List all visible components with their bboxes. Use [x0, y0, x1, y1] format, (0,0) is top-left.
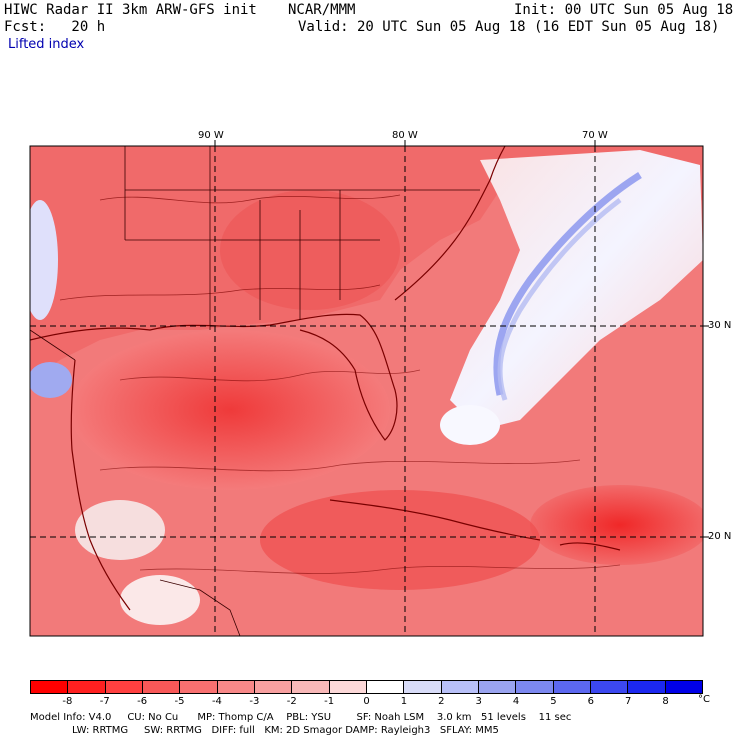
caribbean-warm-core — [530, 485, 703, 565]
colorbar-swatch — [366, 681, 405, 693]
lat-label-20n: 20 N — [708, 531, 732, 542]
model-title: HIWC Radar II 3km ARW-GFS init — [4, 2, 257, 18]
lat-label-30n: 30 N — [708, 320, 732, 331]
caribbean-warm-core-2 — [260, 490, 540, 590]
colorbar-swatch — [590, 681, 629, 693]
atlantic-blue-band-2 — [497, 198, 622, 401]
colorbar-swatch — [254, 681, 293, 693]
colorbar-tick-label: -4 — [211, 696, 222, 707]
forecast-hour: Fcst: 20 h — [4, 19, 106, 35]
center-label: NCAR/MMM — [288, 2, 356, 18]
colorbar-tick-label: -5 — [174, 696, 185, 707]
colorbar-swatch — [180, 681, 218, 693]
colorbar-swatch — [628, 681, 666, 693]
texas-stable-patch — [30, 362, 72, 398]
colorbar-swatch — [478, 681, 517, 693]
colorbar-tick-label: 6 — [587, 696, 595, 707]
field-name: Lifted index — [8, 37, 85, 52]
mexico-stable-patch — [75, 500, 165, 560]
colorbar — [30, 680, 703, 694]
colorbar-swatch — [68, 681, 106, 693]
valid-time: Valid: 20 UTC Sun 05 Aug 18 (16 EDT Sun … — [298, 19, 720, 35]
lon-label-70w: 70 W — [582, 130, 608, 141]
map-frame — [29, 145, 704, 637]
colorbar-swatch — [516, 681, 554, 693]
colorbar-tick-label: 1 — [400, 696, 408, 707]
colorbar-tick-label: 5 — [550, 696, 557, 707]
contour-lines-4 — [99, 459, 581, 472]
colorbar-swatch — [105, 681, 143, 693]
colorbar-tick-label: -1 — [324, 696, 335, 707]
coastline-hispaniola — [559, 542, 621, 551]
colorbar-tick-label: 4 — [512, 696, 520, 707]
model-info-line-2: LW: RRTMG SW: RRTMG DIFF: full KM: 2D Sm… — [72, 725, 499, 736]
colorbar-tick-label: 3 — [475, 696, 482, 707]
mexico-border — [30, 329, 76, 361]
model-info-line-1: Model Info: V4.0 CU: No Cu MP: Thomp C/A… — [30, 712, 572, 723]
yucatan-stable — [120, 575, 200, 625]
gulf-warm-core — [70, 330, 390, 490]
contour-lines-1 — [99, 194, 401, 204]
colorbar-tick-label: -8 — [62, 696, 73, 707]
state-borders — [124, 146, 480, 330]
colorbar-swatch — [217, 681, 255, 693]
colorbar-swatch — [404, 681, 442, 693]
coastline-east — [394, 146, 506, 301]
init-time: Init: 00 UTC Sun 05 Aug 18 — [514, 2, 734, 18]
contour-lines-3 — [119, 369, 421, 382]
atlantic-stable-zone — [450, 150, 703, 430]
colorbar-tick-label: -3 — [249, 696, 260, 707]
colorbar-swatch — [142, 681, 181, 693]
colorbar-tick-label: 0 — [363, 696, 370, 707]
coastline-gulf — [30, 313, 398, 441]
colorbar-swatch — [31, 681, 69, 693]
colorbar-tick-label: 7 — [625, 696, 632, 707]
colorbar-swatch — [553, 681, 591, 693]
lon-label-80w: 80 W — [392, 130, 418, 141]
colorbar-tick-label: 2 — [438, 696, 445, 707]
colorbar-tick-label: -7 — [99, 696, 110, 707]
colorbar-swatch — [441, 681, 479, 693]
florida-east-stable — [440, 405, 500, 445]
contour-lines-2 — [59, 284, 381, 301]
colorbar-unit: °C — [698, 694, 710, 705]
southeast-land-warm — [220, 190, 400, 310]
colorbar-swatch — [665, 681, 702, 693]
colorbar-swatch — [329, 681, 367, 693]
colorbar-tick-label: -2 — [286, 696, 297, 707]
coastline-cuba — [329, 499, 541, 541]
colorbar-swatch — [292, 681, 330, 693]
colorbar-tick-label: 8 — [662, 696, 669, 707]
atlantic-blue-band — [493, 172, 642, 396]
west-stable-strip — [30, 200, 58, 320]
lon-label-90w: 90 W — [198, 130, 224, 141]
coastline-texas-mexico — [70, 359, 131, 611]
colorbar-tick-label: -6 — [137, 696, 148, 707]
